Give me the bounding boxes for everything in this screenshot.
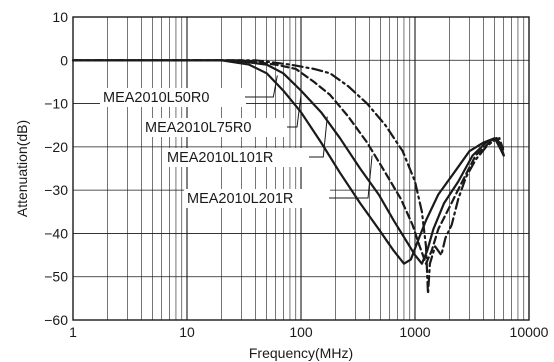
series-callout-label: MEA2010L101R (167, 150, 273, 166)
x-tick-label: 1 (69, 324, 77, 340)
series-line (71, 59, 505, 296)
x-axis-label: Frequency(MHz) (249, 345, 353, 361)
y-axis-label: Attenuation(dB) (14, 120, 30, 217)
callout-backdrop (184, 189, 330, 208)
y-tick-label: −10 (44, 96, 68, 112)
y-tick-label: 0 (60, 52, 68, 68)
y-tick-label: −40 (44, 225, 68, 241)
x-tick-label: 1000 (399, 324, 430, 340)
series-line (71, 59, 505, 265)
series-callout-label: MEA2010L75R0 (145, 120, 251, 136)
series-layer (71, 59, 505, 296)
x-tick-label: 100 (289, 324, 313, 340)
x-tick-label: 10 (179, 324, 195, 340)
y-tick-label: −20 (44, 139, 68, 155)
series-callout-label: MEA2010L50R0 (103, 90, 209, 106)
plot-frame (72, 16, 530, 321)
callout-backdrop (100, 88, 246, 107)
y-tick-label: −50 (44, 269, 68, 285)
y-tick-label: −30 (44, 182, 68, 198)
callout-backdrop (142, 118, 288, 137)
callout-leader (309, 116, 328, 158)
series-callout-label: MEA2010L201R (187, 191, 293, 207)
callout-leader (329, 155, 373, 199)
callout-leader (245, 75, 278, 98)
y-tick-label: 10 (52, 9, 68, 25)
callout-backdrop (164, 148, 310, 167)
annotation-layer: MEA2010L50R0 MEA2010L75R0 MEA2010L101R MEA2… (100, 75, 373, 208)
x-tick-label: 10000 (510, 324, 549, 340)
y-tick-label: −60 (44, 312, 68, 328)
callout-leader (287, 94, 302, 128)
series-line (71, 59, 505, 265)
grid (73, 17, 529, 320)
series-line (71, 59, 505, 265)
